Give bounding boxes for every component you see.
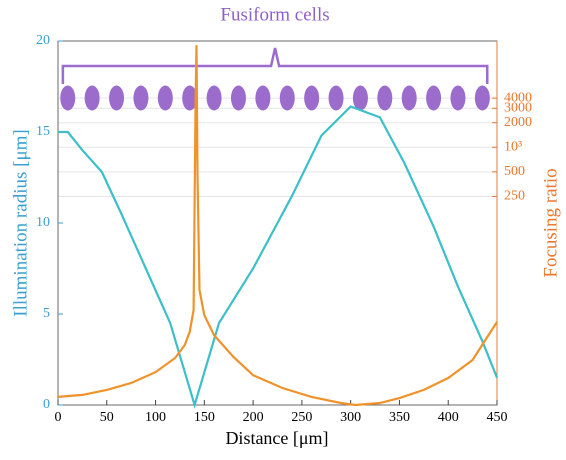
cell (426, 85, 442, 111)
cell (60, 85, 76, 111)
cell (230, 85, 246, 111)
cell (133, 85, 149, 111)
cell (84, 85, 100, 111)
y2-tick-label: 4000 (504, 90, 532, 105)
y-tick-label: 10 (36, 215, 50, 230)
cell (328, 85, 344, 111)
x-axis-label: Distance [μm] (225, 428, 328, 448)
cell (304, 85, 320, 111)
x-tick-label: 300 (340, 410, 361, 425)
y2-tick-label: 2000 (504, 115, 532, 130)
y2-tick-label: 250 (504, 189, 525, 204)
cell (474, 85, 490, 111)
y2-tick-label: 500 (504, 164, 525, 179)
x-tick-label: 450 (487, 410, 508, 425)
x-tick-label: 150 (194, 410, 215, 425)
x-tick-label: 0 (55, 410, 62, 425)
y2-tick-label: 10³ (504, 139, 522, 154)
cell (377, 85, 393, 111)
y-tick-label: 5 (43, 306, 50, 321)
annotation: Fusiform cells (220, 4, 329, 25)
y-tick-label: 15 (36, 124, 50, 139)
y-axis-label: Illumination radius [μm] (10, 129, 31, 317)
cell (450, 85, 466, 111)
cell (279, 85, 295, 111)
y2-tick-label: 3000 (504, 101, 532, 116)
x-tick-label: 100 (145, 410, 166, 425)
cell (206, 85, 222, 111)
x-tick-label: 200 (243, 410, 264, 425)
cell (109, 85, 125, 111)
series-line (57, 45, 498, 407)
cell (157, 85, 173, 111)
series-line (58, 105, 499, 409)
y2-axis-label: Focusing ratio (540, 168, 561, 277)
x-tick-label: 350 (389, 410, 410, 425)
cell (255, 85, 271, 111)
y-tick-label: 20 (36, 33, 50, 48)
y-tick-label: 0 (43, 397, 50, 412)
x-tick-label: 50 (100, 410, 114, 425)
cell (401, 85, 417, 111)
cell (352, 85, 368, 111)
x-tick-label: 400 (438, 410, 459, 425)
x-tick-label: 250 (291, 410, 312, 425)
brace (61, 47, 489, 84)
cell (182, 85, 198, 111)
